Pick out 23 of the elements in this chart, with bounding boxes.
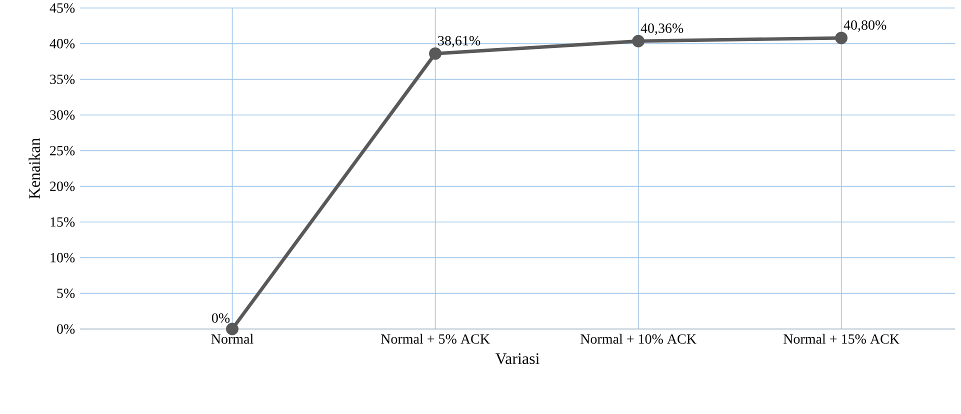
point bbox=[835, 32, 848, 44]
y-tick-label: 15% bbox=[50, 217, 75, 227]
y-tick-label: 20% bbox=[50, 182, 75, 192]
y-tick-label: 30% bbox=[50, 110, 75, 120]
point bbox=[632, 34, 645, 48]
x-tick-label: Normal + 5% ACK bbox=[381, 334, 490, 344]
data-label: 40,36% bbox=[640, 23, 684, 35]
y-tick-label: 25% bbox=[50, 146, 75, 156]
y-tick-label: 35% bbox=[50, 74, 75, 84]
x-axis-title: Variasi bbox=[495, 353, 540, 364]
y-tick-label: 10% bbox=[50, 252, 75, 262]
y-tick-label: 45% bbox=[50, 3, 75, 13]
y-tick-label: 5% bbox=[57, 288, 75, 298]
data-label: 0% bbox=[212, 313, 230, 323]
point bbox=[429, 47, 442, 60]
data-label: 38,61% bbox=[438, 36, 480, 48]
y-axis-title: Kenaikan bbox=[28, 138, 40, 199]
x-tick-label: Normal + 15% ACK bbox=[784, 334, 900, 344]
data-label: 40,80% bbox=[844, 20, 886, 32]
y-tick-label: 0% bbox=[57, 324, 75, 334]
x-tick-label: Normal bbox=[211, 334, 254, 344]
y-tick-label: 40% bbox=[50, 38, 75, 48]
x-tick-label: Normal + 10% ACK bbox=[580, 334, 696, 344]
